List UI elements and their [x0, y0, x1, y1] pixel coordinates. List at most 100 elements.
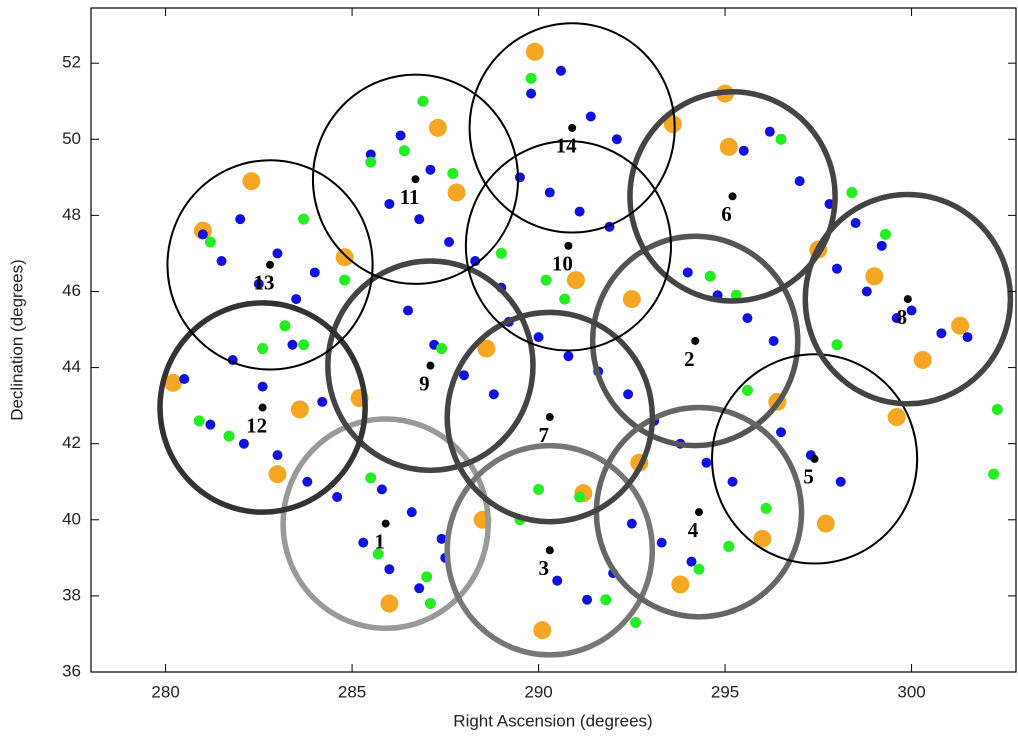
data-point	[193, 415, 205, 427]
y-tick-label: 48	[62, 205, 81, 224]
y-tick-label: 36	[62, 661, 81, 680]
data-point	[372, 548, 384, 560]
x-axis-label: Right Ascension (degrees)	[453, 711, 652, 730]
data-point	[693, 563, 705, 575]
data-point	[223, 430, 235, 442]
data-point	[525, 72, 537, 84]
data-point	[760, 502, 772, 514]
data-point	[727, 476, 738, 487]
data-point	[425, 164, 436, 175]
data-point	[686, 556, 697, 567]
data-point	[365, 149, 376, 160]
data-point	[242, 172, 261, 191]
data-point	[204, 236, 216, 248]
data-point	[552, 575, 563, 586]
data-point	[831, 263, 842, 274]
data-point	[794, 176, 805, 187]
field-label: 12	[246, 413, 267, 437]
data-point	[526, 88, 537, 99]
field-center	[545, 413, 554, 422]
data-point	[272, 248, 283, 259]
data-point	[656, 537, 667, 548]
data-point	[764, 126, 775, 137]
data-point	[335, 248, 354, 267]
data-point	[197, 229, 208, 240]
data-point	[444, 237, 455, 248]
field-center	[810, 454, 819, 463]
data-point	[477, 339, 496, 358]
field-label: 2	[684, 347, 695, 371]
data-point	[279, 320, 291, 332]
data-point	[365, 472, 377, 484]
y-tick-label: 40	[62, 509, 81, 528]
field-center	[411, 175, 420, 184]
field-label: 7	[539, 423, 550, 447]
data-point	[376, 484, 387, 495]
x-tick-label: 290	[524, 682, 552, 701]
field-circle	[325, 258, 536, 474]
data-point	[414, 214, 425, 225]
data-point	[268, 465, 287, 484]
data-point	[380, 594, 399, 613]
data-point	[962, 332, 973, 343]
data-point	[384, 564, 395, 575]
data-point	[398, 145, 410, 157]
data-point	[164, 373, 183, 392]
data-point	[257, 343, 269, 355]
data-point	[428, 118, 447, 137]
data-point	[723, 540, 735, 552]
field-label: 9	[419, 371, 430, 395]
data-point	[291, 294, 302, 305]
field-center	[564, 241, 573, 250]
data-point	[540, 274, 552, 286]
data-point	[298, 213, 310, 225]
data-point	[622, 290, 641, 309]
data-point	[741, 384, 753, 396]
field-circle	[627, 88, 838, 304]
data-point	[738, 145, 749, 156]
data-point	[544, 187, 555, 198]
field-circle	[311, 73, 520, 285]
data-point	[436, 533, 447, 544]
plot-frame	[90, 7, 1017, 673]
data-point	[682, 267, 693, 278]
data-point	[395, 130, 406, 141]
data-point	[988, 468, 1000, 480]
data-point	[626, 518, 637, 529]
data-point	[447, 168, 459, 180]
data-point	[365, 156, 377, 168]
field-label: 5	[803, 465, 814, 489]
field-label: 10	[552, 252, 573, 276]
data-point	[719, 137, 738, 156]
data-point	[447, 183, 466, 202]
data-point	[879, 228, 891, 240]
data-point	[865, 267, 884, 286]
data-point	[406, 507, 417, 518]
data-point	[332, 491, 343, 502]
data-point	[272, 450, 283, 461]
field-center	[258, 403, 267, 412]
field-circle	[444, 442, 656, 658]
data-point	[891, 313, 902, 324]
field-center	[694, 508, 703, 517]
field-circle	[589, 233, 801, 449]
data-point	[421, 571, 433, 583]
data-point	[424, 598, 436, 610]
y-tick-label: 50	[62, 129, 81, 148]
data-point	[936, 328, 947, 339]
field-center	[691, 336, 700, 345]
data-point	[913, 350, 932, 369]
data-point	[582, 594, 593, 605]
field-center	[568, 123, 577, 132]
field-circle	[468, 22, 676, 234]
data-point	[775, 133, 787, 145]
data-point	[384, 198, 395, 209]
data-point	[533, 332, 544, 343]
data-point	[623, 389, 634, 400]
data-point	[238, 438, 249, 449]
field-label: 3	[539, 556, 550, 580]
data-point	[559, 293, 571, 305]
data-point	[585, 111, 596, 122]
